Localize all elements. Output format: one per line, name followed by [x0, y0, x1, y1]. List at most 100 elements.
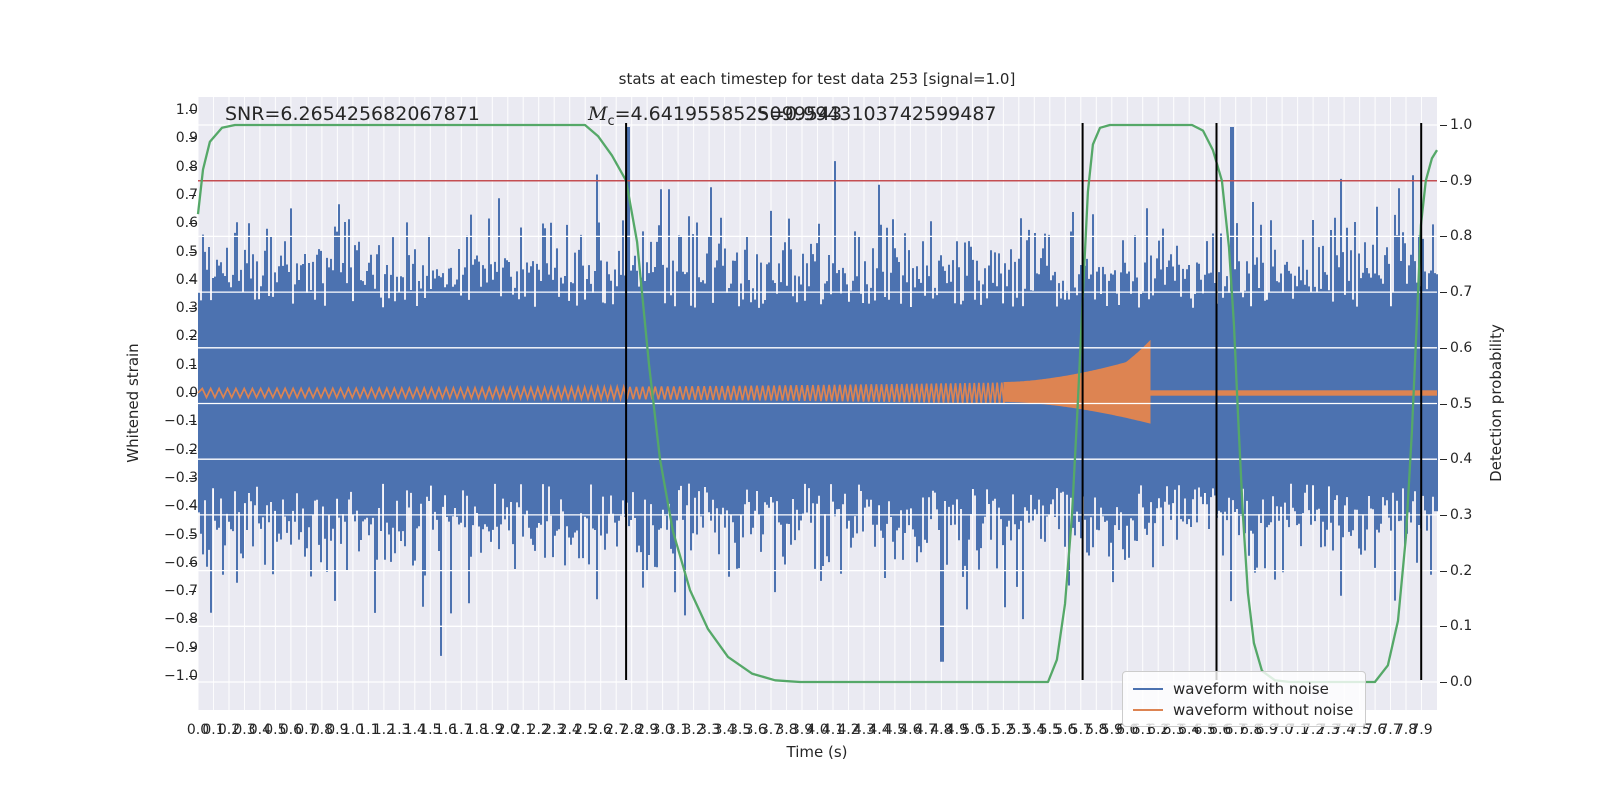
- signal-waveform-ringdown: [1150, 390, 1437, 396]
- left-y-tick-mark: [189, 279, 196, 281]
- left-y-tick-mark: [189, 562, 196, 564]
- x-tick-label: 5.0: [961, 722, 984, 738]
- x-tick-label: 4.2: [837, 722, 860, 738]
- right-y-tick-mark: [1440, 403, 1447, 405]
- x-tick-label: 2.2: [527, 722, 550, 738]
- x-tick-label: 3.1: [666, 722, 690, 738]
- chirp-mass-symbol: M: [588, 103, 608, 125]
- x-tick-label: 7.7: [1379, 722, 1402, 738]
- right-y-tick-mark: [1440, 292, 1447, 294]
- x-tick-label: 5.4: [1023, 722, 1046, 738]
- x-tick-label: 4.3: [852, 722, 876, 738]
- x-tick-label: 5.8: [1085, 722, 1108, 738]
- probability-curve: [196, 123, 1438, 684]
- x-tick-label: 4.4: [868, 722, 891, 738]
- left-y-tick-label: 0.2: [175, 328, 198, 345]
- right-y-tick-label: 0.7: [1450, 284, 1473, 301]
- x-tick-label: 3.2: [682, 722, 705, 738]
- right-y-tick-mark: [1440, 180, 1447, 182]
- left-y-tick-mark: [189, 336, 196, 338]
- left-y-tick-mark: [189, 223, 196, 225]
- x-tick-label: 2.6: [589, 722, 612, 738]
- x-tick-label: 2.7: [605, 722, 628, 738]
- left-y-tick-mark: [189, 421, 196, 423]
- x-tick-label: 5.3: [1007, 722, 1030, 738]
- x-tick-label: 3.8: [775, 722, 798, 738]
- x-tick-label: 4.0: [806, 722, 829, 738]
- x-tick-label: 3.0: [651, 722, 674, 738]
- x-tick-label: 1.5: [419, 722, 442, 738]
- x-tick-label: 2.3: [543, 722, 566, 738]
- x-tick-label: 4.9: [945, 722, 969, 738]
- x-tick-label: 2.4: [558, 722, 581, 738]
- right-y-tick-label: 0.6: [1450, 339, 1473, 356]
- left-y-tick-label: 0.6: [175, 215, 198, 232]
- left-y-tick-label: 0.0: [175, 385, 198, 401]
- right-y-tick-mark: [1440, 347, 1447, 349]
- x-tick-label: 1.6: [434, 722, 457, 738]
- legend-line-swatch: [1133, 687, 1163, 690]
- right-y-tick-label: 0.5: [1450, 395, 1473, 412]
- left-y-tick-label: −0.3: [164, 469, 198, 486]
- chirp-mass-annotation: Mc=4.6419558525099543: [588, 103, 842, 129]
- event-boundary-lines: [625, 123, 1423, 680]
- legend: waveform with noise waveform without nois…: [1122, 671, 1367, 727]
- left-y-tick-label: 0.9: [175, 130, 198, 147]
- signal-waveform-zigzag: [197, 382, 1005, 404]
- left-y-tick-label: 0.5: [175, 243, 198, 260]
- chirp-mass-subscript: c: [607, 113, 615, 129]
- x-tick-label: 2.0: [496, 722, 519, 738]
- x-tick-label: 3.9: [790, 722, 814, 738]
- x-tick-label: 1.1: [357, 722, 380, 738]
- left-y-tick-mark: [189, 477, 196, 479]
- x-tick-label: 4.5: [883, 722, 907, 738]
- x-tick-label: 7.8: [1394, 722, 1418, 738]
- right-y-tick-mark: [1440, 682, 1447, 683]
- right-y-tick-mark: [1440, 514, 1447, 516]
- right-y-tick-mark: [1440, 570, 1447, 572]
- left-y-tick-mark: [189, 138, 196, 140]
- left-y-tick-label: −0.1: [164, 413, 198, 430]
- x-tick-label: 1.3: [388, 722, 411, 738]
- right-y-tick-label: 0.3: [1450, 506, 1473, 523]
- x-tick-label: 5.5: [1038, 722, 1061, 738]
- x-tick-label: 0.7: [295, 722, 318, 738]
- left-y-tick-mark: [189, 619, 196, 621]
- right-y-tick-label: 0.4: [1450, 451, 1473, 468]
- right-y-tick-label: 0.0: [1450, 674, 1473, 690]
- right-y-tick-label: 0.8: [1450, 228, 1473, 245]
- x-tick-label: 5.9: [1100, 722, 1123, 738]
- x-tick-label: 0.2: [217, 722, 241, 738]
- x-tick-label: 0.9: [326, 722, 349, 738]
- left-y-tick-label: −0.8: [164, 611, 198, 628]
- x-tick-label: 3.6: [744, 722, 767, 738]
- x-tick-label: 5.2: [992, 722, 1015, 738]
- x-tick-label: 1.7: [450, 722, 473, 738]
- x-tick-label: 1.8: [465, 722, 488, 738]
- x-tick-label: 0.6: [279, 722, 303, 738]
- left-y-tick-label: −0.9: [164, 639, 198, 656]
- legend-item: waveform without noise: [1133, 699, 1353, 720]
- left-y-tick-mark: [189, 506, 196, 508]
- left-y-tick-mark: [189, 449, 196, 451]
- right-y-tick-label: 0.9: [1450, 172, 1473, 189]
- snr-annotation: SNR=6.265425682067871: [225, 103, 480, 125]
- left-y-tick-mark: [189, 194, 196, 196]
- left-y-tick-mark: [189, 110, 196, 111]
- x-tick-label: 2.8: [620, 722, 643, 738]
- left-y-tick-label: 0.7: [175, 186, 198, 203]
- x-tick-label: 4.7: [914, 722, 938, 738]
- left-y-tick-mark: [189, 166, 196, 168]
- x-tick-label: 1.0: [341, 722, 365, 738]
- left-y-tick-mark: [189, 647, 196, 649]
- x-tick-label: 0.0: [186, 722, 210, 738]
- x-tick-label: 1.9: [481, 722, 504, 738]
- x-tick-label: 2.9: [635, 722, 659, 738]
- right-y-tick-mark: [1440, 236, 1447, 238]
- x-tick-label: 3.5: [728, 722, 752, 738]
- right-y-tick-mark: [1440, 626, 1447, 628]
- x-tick-label: 5.7: [1069, 722, 1092, 738]
- right-y-tick-mark: [1440, 459, 1447, 461]
- legend-item: waveform with noise: [1133, 678, 1353, 699]
- left-y-tick-label: 0.8: [175, 158, 198, 175]
